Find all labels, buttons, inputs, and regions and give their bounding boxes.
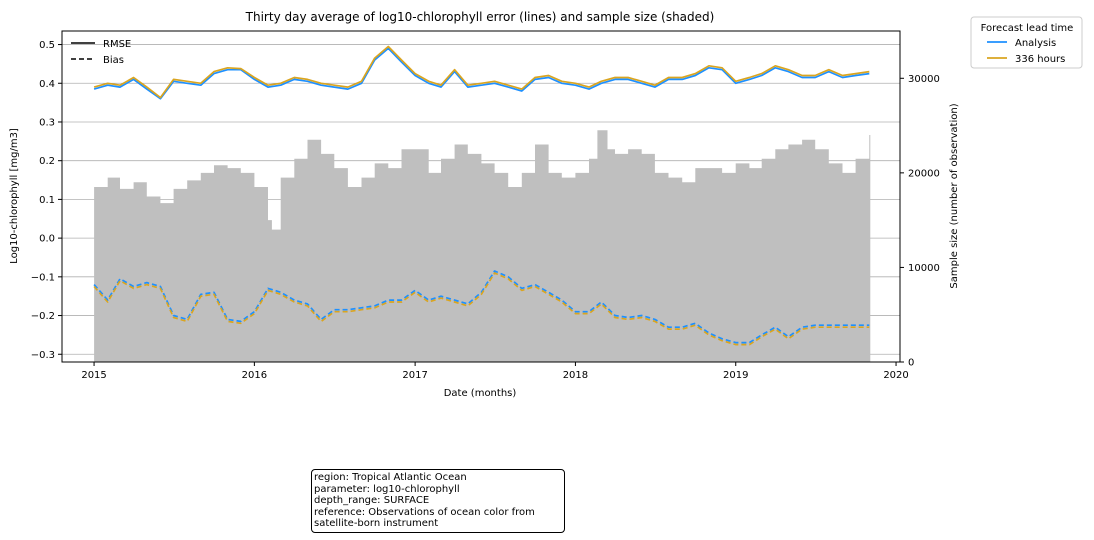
y-tick-label-1: 0.4 (39, 79, 55, 90)
series-line-336h-bias (93, 272, 870, 346)
y2-tick-label-3: 0 (908, 358, 914, 369)
lead-legend-title: Forecast lead time (981, 23, 1074, 34)
lead-legend-frame (970, 16, 1083, 69)
y-tick-label-7: −0.2 (31, 311, 55, 322)
y-tick-label-8: −0.3 (31, 350, 55, 361)
y-tick-label-5: 0.0 (39, 234, 55, 245)
series-line-analysis-bias (93, 270, 870, 344)
plot-frame (61, 30, 901, 363)
x-tick-label-5: 2020 (883, 370, 908, 381)
x-tick-label-2: 2017 (402, 370, 427, 381)
y2-axis-label: Sample size (number of observation) (949, 103, 960, 288)
y-tick-label-0: 0.5 (39, 40, 55, 51)
series-line-analysis-rmse (93, 47, 870, 100)
y2-tick-label-0: 30000 (908, 74, 940, 85)
y-tick-label-2: 0.3 (39, 117, 55, 128)
info-region: region: Tropical Atlantic Ocean (314, 472, 467, 483)
y-tick-label-6: −0.1 (31, 272, 55, 283)
y2-tick-label-1: 20000 (908, 168, 940, 179)
y-axis-label: Log10-chlorophyll [mg/m3] (9, 128, 20, 264)
x-tick-label-0: 2015 (81, 370, 106, 381)
info-depth: depth_range: SURFACE (314, 495, 430, 506)
y-tick-label-3: 0.2 (39, 156, 55, 167)
x-tick-label-1: 2016 (242, 370, 267, 381)
series-line-336h-rmse (93, 45, 870, 99)
legend-rmse-label: RMSE (103, 39, 131, 50)
y2-tick-label-2: 10000 (908, 263, 940, 274)
legend-analysis-label: Analysis (1015, 38, 1056, 49)
sample-size-area (94, 130, 871, 362)
lead-legend: Forecast lead time Analysis 336 hours (970, 16, 1083, 69)
info-box: region: Tropical Atlantic Ocean paramete… (311, 469, 565, 533)
info-parameter: parameter: log10-chlorophyll (314, 483, 460, 495)
x-tick-label-4: 2019 (723, 370, 748, 381)
legend-336h-label: 336 hours (1015, 54, 1065, 65)
info-reference: reference: Observations of ocean color f… (314, 506, 535, 530)
series-lines (93, 45, 870, 346)
style-legend: RMSE Bias (71, 39, 131, 66)
x-axis-label: Date (months) (444, 388, 517, 399)
axes: 2015 2016 2017 2018 2019 2020 0.5 0.4 0.3 0.2 0.1 0… (31, 30, 940, 381)
legend-bias-label: Bias (103, 55, 124, 66)
y-tick-label-4: 0.1 (39, 195, 55, 206)
chart-title: Thirty day average of log10-chlorophyll … (245, 10, 715, 24)
x-tick-label-3: 2018 (563, 370, 588, 381)
sample-size-bars (94, 130, 871, 362)
